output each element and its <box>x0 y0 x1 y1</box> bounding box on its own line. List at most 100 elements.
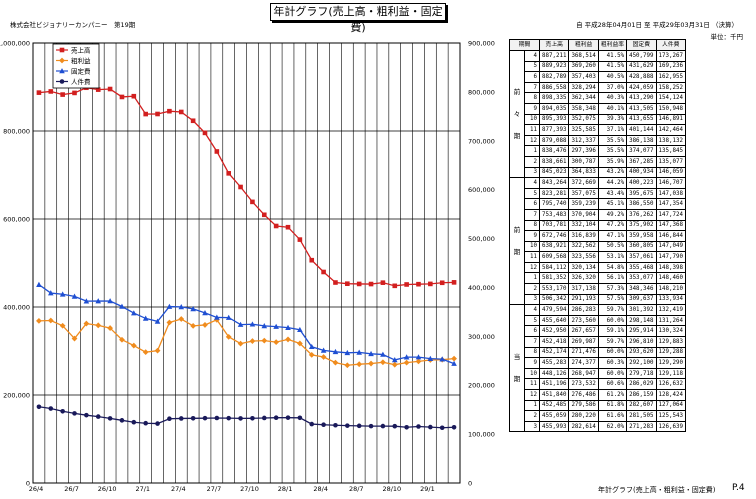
data-point <box>261 415 267 421</box>
data-point <box>403 359 410 366</box>
labor-cost-cell: 150,948 <box>655 102 686 115</box>
gross-profit-cell: 276,486 <box>568 389 599 401</box>
gross-margin-cell: 61.8% <box>597 399 628 412</box>
data-point <box>308 351 315 358</box>
data-point <box>131 310 137 316</box>
gross-profit-cell: 320,134 <box>568 261 599 274</box>
gross-margin-cell: 59.7% <box>597 304 628 316</box>
data-point <box>261 212 267 218</box>
gross-profit-cell: 273,532 <box>568 378 599 390</box>
sales-cell: 886,558 <box>538 81 570 94</box>
data-point <box>416 424 421 429</box>
x-axis-tick-label: 28/10 <box>382 485 401 493</box>
data-point <box>308 343 315 350</box>
data-point <box>36 90 42 95</box>
x-axis-tick-label: 27/7 <box>207 485 222 493</box>
gross-margin-cell: 54.8% <box>597 261 628 274</box>
data-point <box>190 322 197 329</box>
sales-cell: 894,035 <box>538 102 570 115</box>
sales-cell: 451,840 <box>538 389 570 401</box>
period-group-char: 期 <box>513 248 521 257</box>
data-point <box>332 359 339 366</box>
data-point <box>250 199 255 205</box>
gross-profit-cell: 286,283 <box>568 304 599 316</box>
data-point <box>178 109 184 115</box>
gross-margin-cell: 62.0% <box>597 420 628 433</box>
gross-margin-cell: 37.1% <box>597 124 628 136</box>
labor-cost-cell: 130,324 <box>655 325 686 338</box>
month-cell: 7 <box>524 81 540 94</box>
table-row: 6 452,950 267,657 59.1% 295,914 130,324 <box>510 325 686 338</box>
data-point <box>107 86 113 92</box>
month-cell: 1 <box>524 272 540 285</box>
unit-label: 単位：千円 <box>710 33 744 41</box>
labor-cost-cell: 128,424 <box>655 389 686 401</box>
gross-profit-cell: 326,320 <box>568 272 599 285</box>
gross-profit-cell: 362,344 <box>568 92 599 104</box>
gross-margin-cell: 57.3% <box>597 283 628 295</box>
gross-margin-cell: 39.3% <box>597 113 628 126</box>
x-axis-tick-label: 28/1 <box>278 485 293 493</box>
data-point <box>345 423 350 428</box>
month-cell: 10 <box>524 113 540 126</box>
gross-margin-cell: 45.1% <box>597 198 628 210</box>
fixed-cost-cell: 301,392 <box>626 304 657 316</box>
data-point <box>143 111 148 117</box>
data-point <box>154 347 161 354</box>
gross-profit-cell: 325,585 <box>568 124 599 136</box>
labor-cost-cell: 147,368 <box>655 219 686 232</box>
right-axis-tick-label: 500,000 <box>468 235 495 243</box>
data-point <box>439 356 446 362</box>
table-row: 3 506,342 291,193 57.5% 309,637 133,934 <box>510 293 686 306</box>
gross-margin-cell: 61.2% <box>597 389 628 401</box>
data-point <box>48 406 54 411</box>
data-point <box>427 355 434 361</box>
table-row: 7 452,418 269,987 59.7% 296,810 129,883 <box>510 336 686 348</box>
x-axis-tick-label: 27/10 <box>240 485 259 493</box>
data-point <box>320 347 327 353</box>
fixed-cost-cell: 386,138 <box>626 134 657 147</box>
data-point <box>214 149 220 154</box>
month-cell: 7 <box>524 336 540 348</box>
data-point <box>190 118 196 124</box>
right-axis-tick-label: 100,000 <box>468 431 495 439</box>
data-point <box>404 282 409 287</box>
labor-cost-cell: 147,038 <box>655 187 686 200</box>
gross-profit-cell: 282,614 <box>568 420 599 433</box>
table-row: 1 838,476 297,396 35.5% 374,077 135,845 <box>510 145 686 157</box>
labor-cost-cell: 146,707 <box>655 177 686 189</box>
right-axis-tick-label: 300,000 <box>468 333 495 341</box>
data-point <box>285 224 291 230</box>
sales-cell: 452,950 <box>538 325 570 338</box>
data-point <box>273 323 279 329</box>
data-point <box>71 335 78 342</box>
labor-cost-cell: 125,543 <box>655 410 686 422</box>
data-point <box>392 283 398 289</box>
gross-profit-cell: 323,556 <box>568 251 599 263</box>
table-row: 8 452,174 271,476 60.0% 293,620 129,288 <box>510 346 686 359</box>
labor-cost-cell: 142,464 <box>655 124 686 136</box>
data-point <box>261 322 268 329</box>
data-point <box>48 89 54 94</box>
table-row: 12 584,112 320,134 54.8% 355,468 148,398 <box>510 261 686 274</box>
gross-profit-cell: 316,839 <box>568 230 599 242</box>
annual-trend-chart: 0 200,000 400,000 600,000 800,000 1,000,000 0 1… <box>0 40 495 494</box>
labor-cost-cell: 146,844 <box>655 230 686 242</box>
data-point <box>297 415 303 421</box>
data-point <box>451 355 457 362</box>
month-cell: 6 <box>524 325 540 338</box>
right-axis-tick-label: 200,000 <box>468 382 495 390</box>
fixed-cost-cell: 292,100 <box>626 357 657 369</box>
fixed-cost-cell: 295,914 <box>626 325 657 338</box>
sales-cell: 672,746 <box>538 230 570 242</box>
data-point <box>47 290 54 296</box>
col-header-sales: 売上高 <box>538 39 570 51</box>
data-point <box>119 336 125 343</box>
labor-cost-cell: 146,059 <box>655 166 686 179</box>
data-point <box>297 237 303 242</box>
fixed-cost-cell: 286,029 <box>626 378 657 390</box>
data-point <box>380 359 386 366</box>
labor-cost-cell: 129,118 <box>655 367 686 380</box>
table-row: 10 638,921 322,562 50.5% 360,805 147,049 <box>510 240 686 253</box>
fixed-cost-cell: 374,077 <box>626 145 657 157</box>
